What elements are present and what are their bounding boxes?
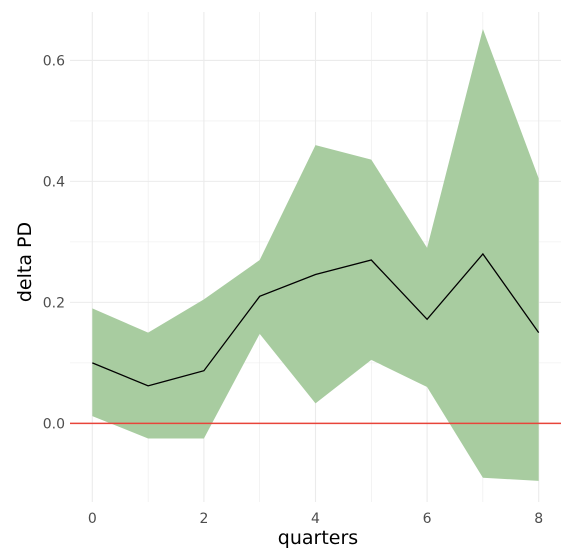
chart-marks <box>70 28 561 481</box>
y-tick-label: 0.0 <box>43 416 65 432</box>
y-tick-label: 0.4 <box>43 174 65 190</box>
x-tick-label: 6 <box>423 511 432 527</box>
x-tick-label: 2 <box>199 511 208 527</box>
x-tick-label: 4 <box>311 511 320 527</box>
y-tick-label: 0.2 <box>43 295 65 311</box>
x-tick-label: 8 <box>534 511 543 527</box>
x-axis-title: quarters <box>278 527 358 549</box>
estimate-line <box>92 252 540 387</box>
tick-labels: 0 2 4 6 8 0.0 0.2 0.4 0.6 <box>43 53 543 527</box>
x-tick-label: 0 <box>88 511 97 527</box>
y-axis-title: delta PD <box>14 222 36 302</box>
y-tick-label: 0.6 <box>43 53 65 69</box>
confidence-band <box>92 28 539 481</box>
